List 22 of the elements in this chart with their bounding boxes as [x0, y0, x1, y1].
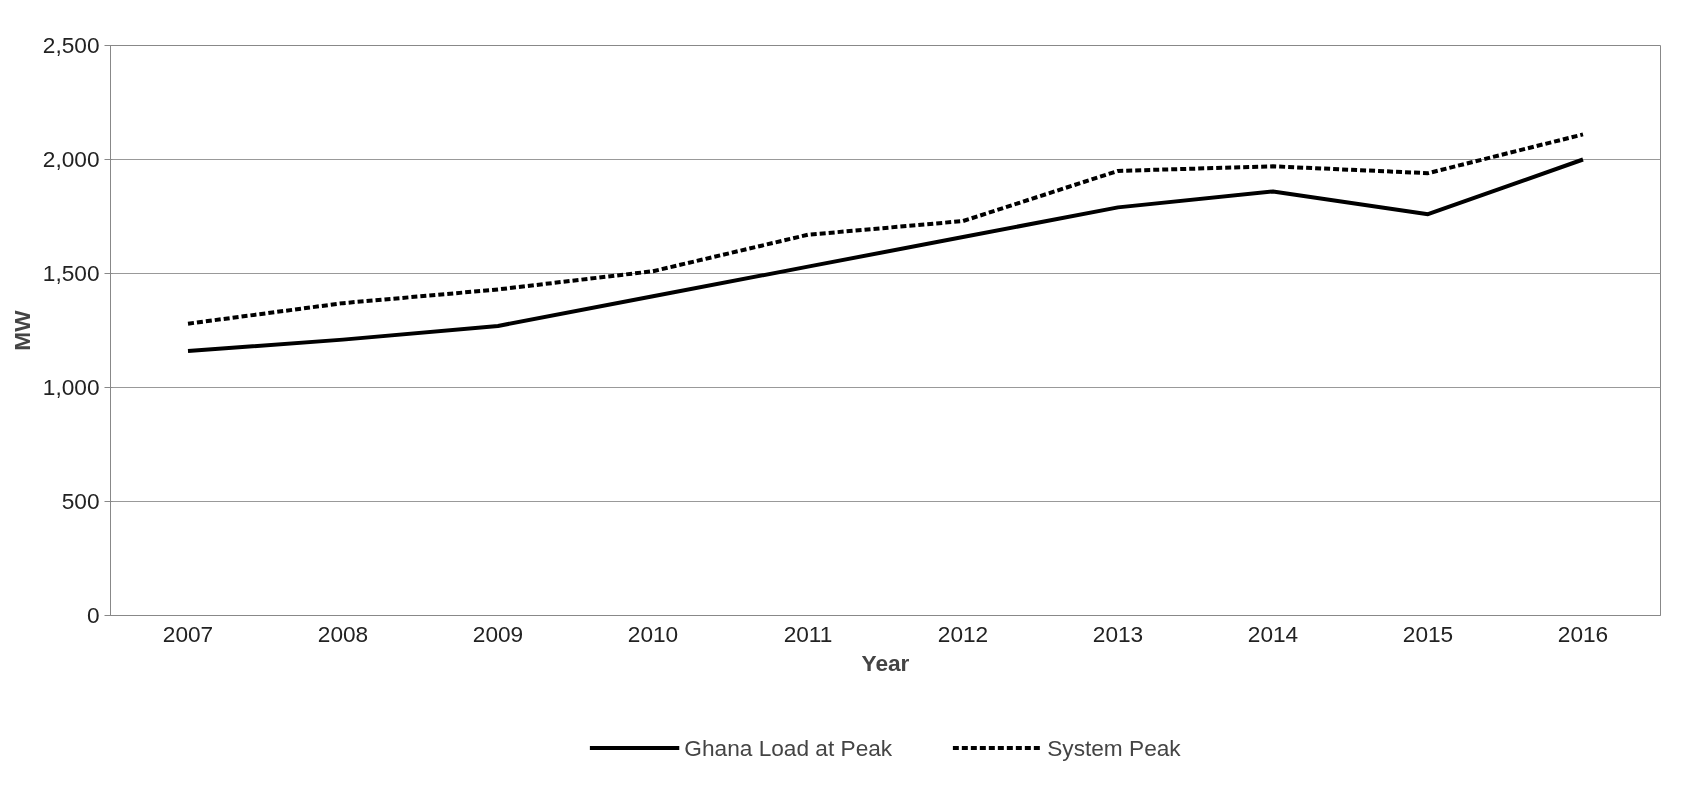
- x-tick-label: 2009: [472, 620, 524, 647]
- y-tick-label: 2,000: [42, 146, 100, 172]
- x-tick-label: 2015: [1402, 620, 1454, 647]
- x-tick-label: 2013: [1092, 620, 1144, 647]
- x-tick-label: 2011: [783, 620, 833, 647]
- line-series: [186, 157, 1585, 354]
- x-tick-label: 2014: [1247, 620, 1299, 647]
- x-axis-title: Year: [861, 649, 910, 676]
- x-tick-label: 2012: [937, 620, 989, 647]
- y-tick-label: 1,500: [42, 260, 100, 286]
- x-tick-label: 2008: [317, 620, 369, 647]
- x-tick-label: 2016: [1557, 620, 1609, 647]
- line-series: [186, 132, 1585, 326]
- x-tick-label: 2007: [162, 620, 214, 647]
- y-axis-title: MW: [8, 309, 35, 351]
- y-tick-label: 2,500: [42, 32, 100, 58]
- y-tick-label: 1,000: [42, 374, 100, 400]
- y-tick-label: 0: [86, 602, 100, 628]
- legend-label: Ghana Load at Peak: [684, 734, 893, 761]
- y-tick-label: 500: [61, 488, 100, 514]
- x-tick-label: 2010: [627, 620, 679, 647]
- legend-label: System Peak: [1047, 734, 1181, 761]
